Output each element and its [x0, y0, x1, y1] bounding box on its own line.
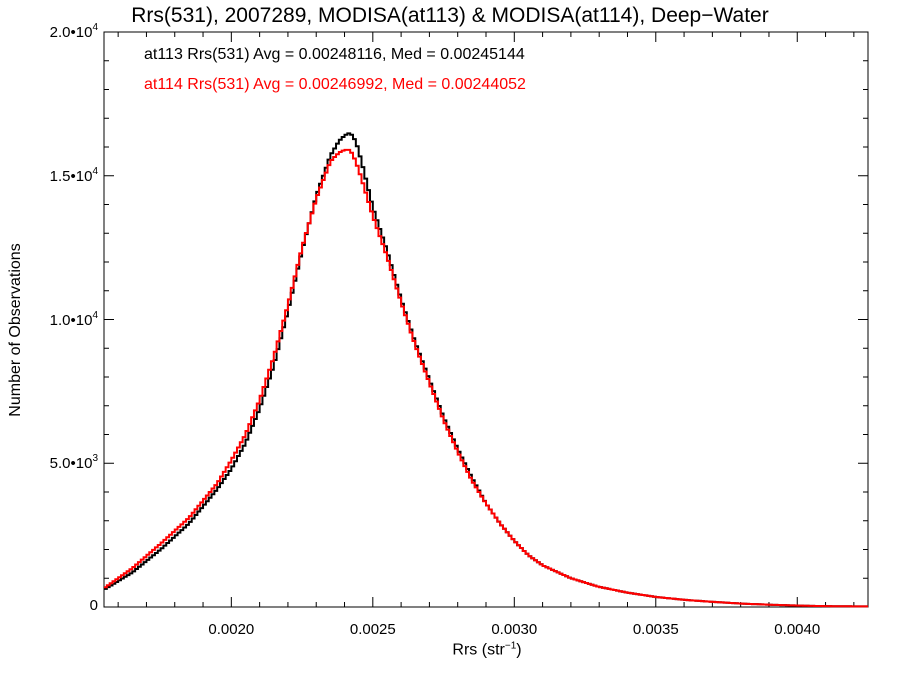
x-tick-label: 0.0035 [632, 621, 679, 638]
x-tick-label: 0.0040 [774, 621, 821, 638]
series-line-at113 [104, 132, 868, 608]
y-axis-label: Number of Observations [7, 243, 24, 417]
y-tick-label-exponent: 4 [92, 309, 98, 321]
chart-title: Rrs(531), 2007289, MODISA(at113) & MODIS… [131, 4, 769, 27]
x-tick-label: 0.0025 [349, 621, 396, 638]
x-tick-label: 0.0030 [491, 621, 538, 638]
y-tick-label-base: 2.0•10 [49, 24, 93, 41]
y-tick-label-exponent: 3 [92, 453, 98, 465]
series-line-at114 [104, 148, 868, 608]
series-lines [104, 132, 868, 608]
y-tick-label-base: 0 [89, 597, 98, 614]
y-tick-label: 2.0•104 [50, 22, 98, 41]
y-tick-label-base: 5.0•10 [49, 455, 93, 473]
y-tick-label: 1.0•104 [50, 310, 98, 329]
y-tick-label: 0 [90, 597, 98, 614]
y-tick-label: 5.0•103 [50, 453, 98, 472]
y-tick-label-exponent: 4 [92, 22, 98, 33]
y-tick-label: 1.5•104 [50, 166, 98, 185]
axes [103, 31, 869, 608]
x-axis-label-text: Rrs (str [452, 641, 505, 659]
plot-frame [103, 31, 869, 608]
y-tick-label-base: 1.0•10 [49, 311, 93, 329]
legend-at114-annotation: at114 Rrs(531) Avg = 0.00246992, Med = 0… [144, 76, 526, 93]
x-axis-label: Rrs (str−1) [452, 641, 521, 660]
x-axis-label-close: ) [516, 641, 522, 659]
y-tick-label-exponent: 4 [92, 165, 98, 177]
y-tick-label-base: 1.5•10 [49, 167, 93, 185]
x-tick-label: 0.0020 [208, 621, 255, 638]
legend-at113-annotation: at113 Rrs(531) Avg = 0.00248116, Med = 0… [144, 46, 525, 63]
x-axis-label-superscript: −1 [504, 640, 517, 652]
